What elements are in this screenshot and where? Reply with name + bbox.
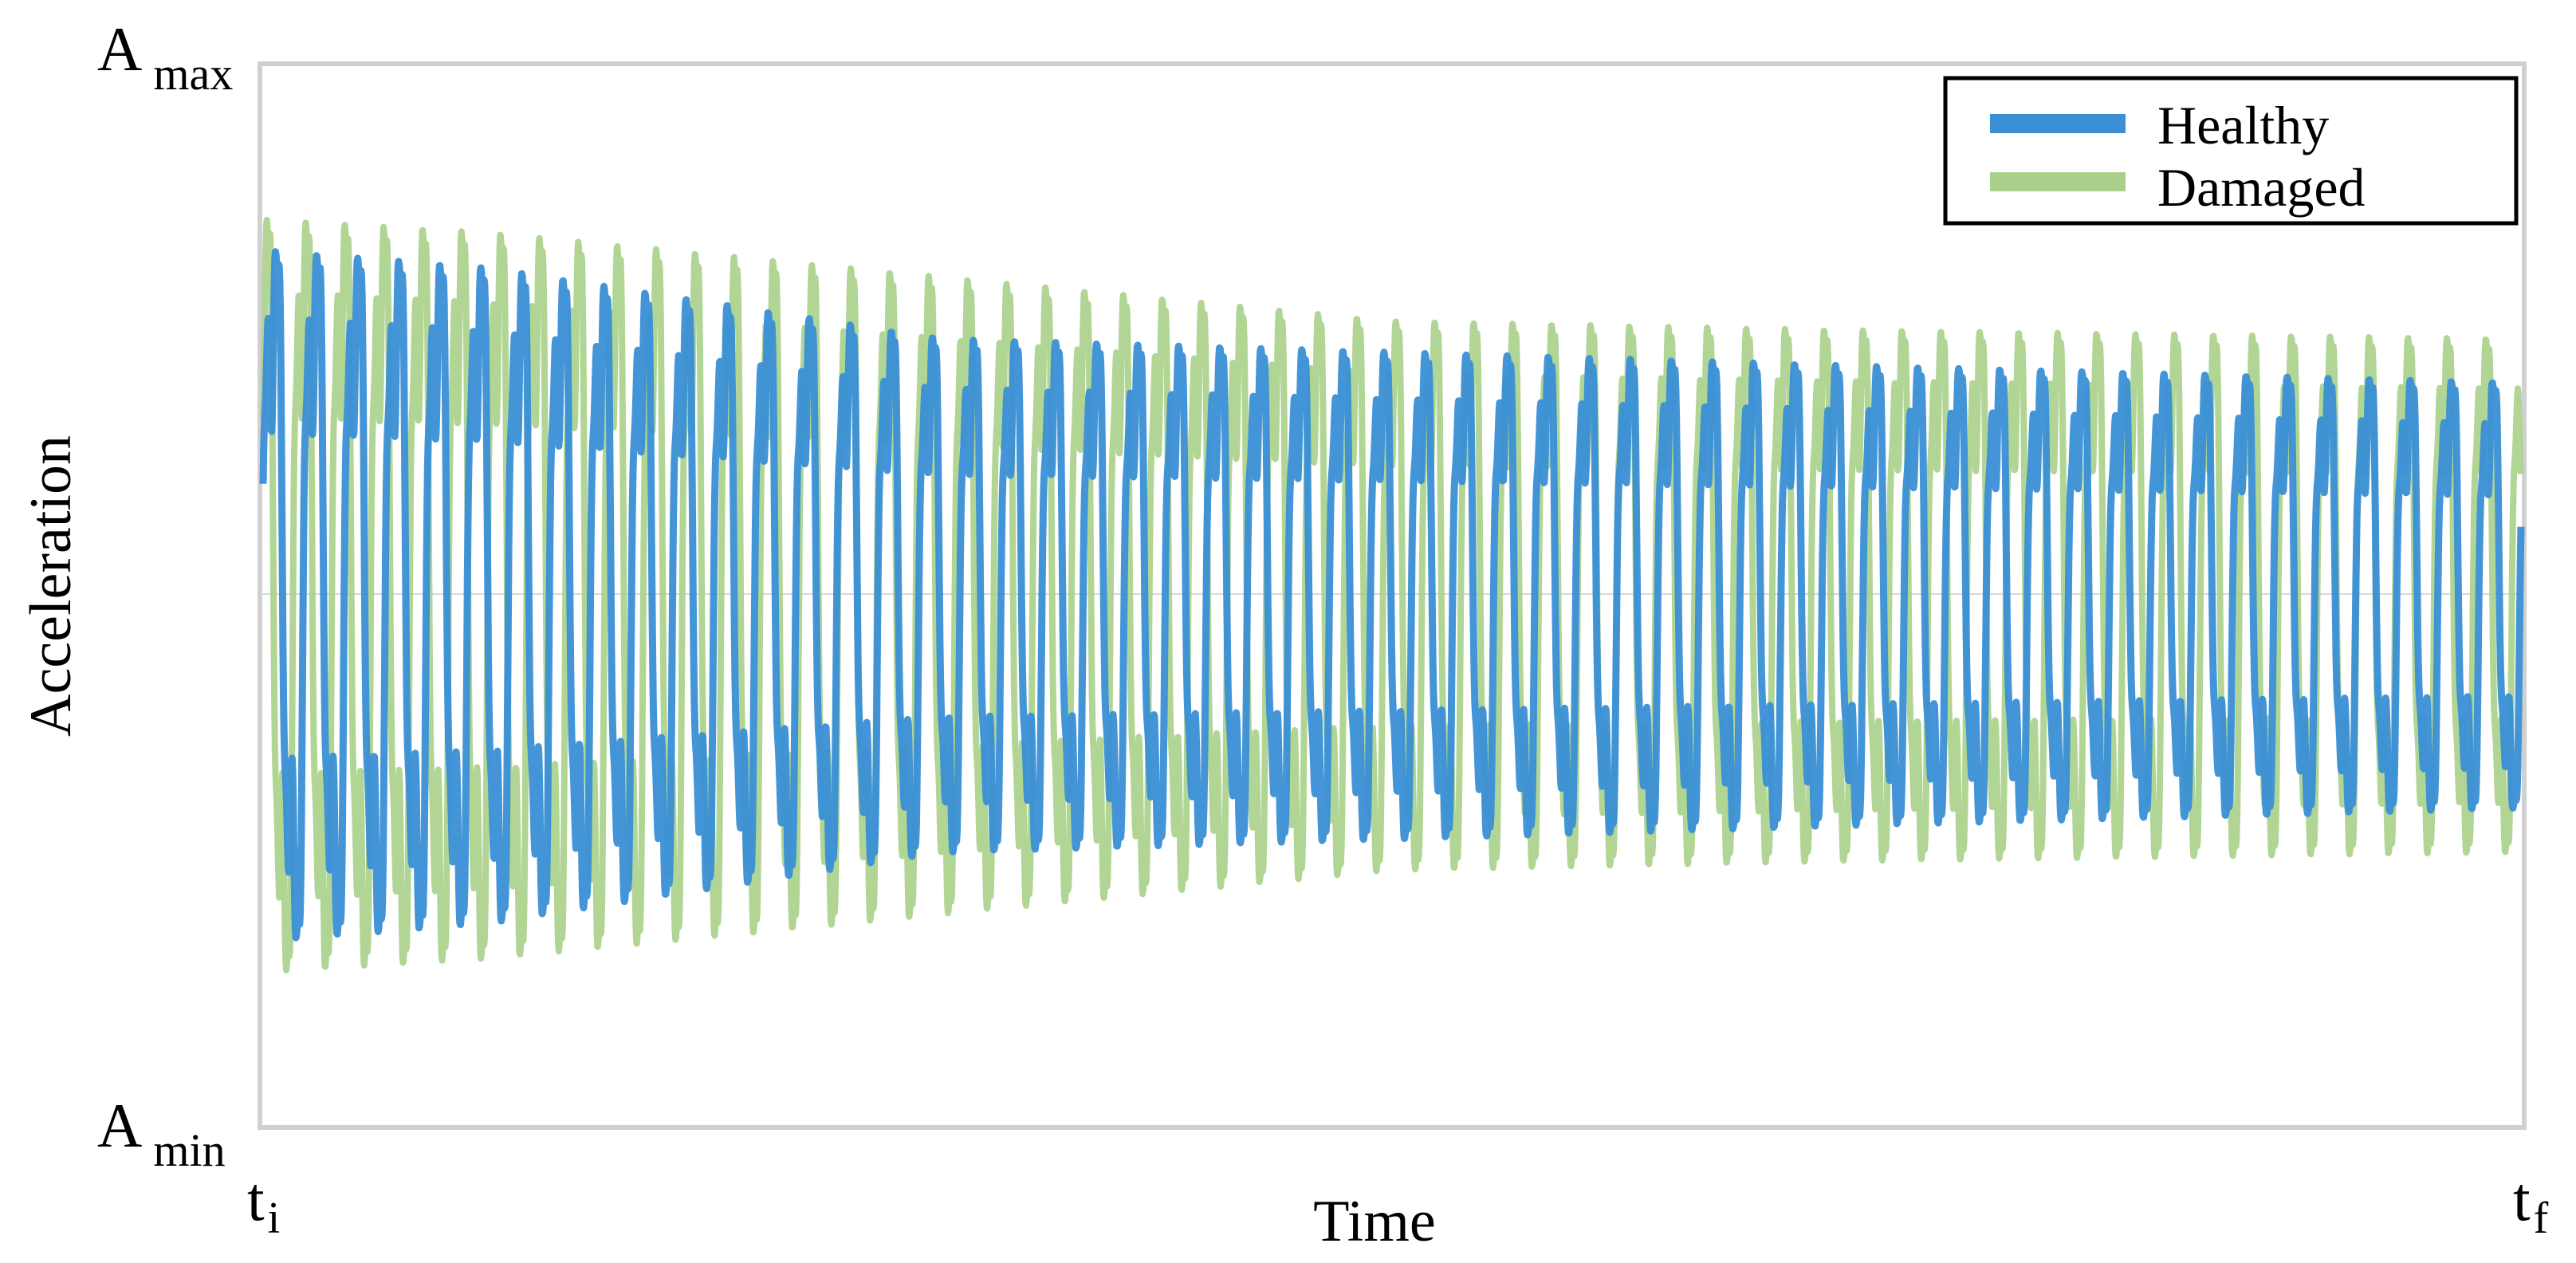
legend-label-damaged: Damaged bbox=[2157, 157, 2366, 218]
y-tick-max-sub: max bbox=[153, 48, 233, 100]
legend-box bbox=[1943, 76, 2519, 226]
y-tick-max-main: A bbox=[97, 14, 142, 84]
legend-label-healthy: Healthy bbox=[2157, 95, 2329, 155]
x-tick-start-main: t bbox=[247, 1164, 265, 1233]
x-tick-start-sub: i bbox=[268, 1194, 281, 1243]
x-tick-end-sub: f bbox=[2534, 1194, 2549, 1243]
y-tick-min-sub: min bbox=[153, 1124, 225, 1176]
series-group bbox=[259, 217, 2525, 974]
y-axis-label: Acceleration bbox=[18, 435, 84, 737]
legend: Healthy Damaged bbox=[1943, 76, 2519, 226]
x-axis-label: Time bbox=[1313, 1189, 1436, 1254]
x-tick-end: tf bbox=[2513, 1164, 2549, 1243]
series-line-healthy bbox=[259, 248, 2525, 942]
y-tick-min-main: A bbox=[97, 1091, 142, 1160]
x-tick-start: ti bbox=[247, 1164, 280, 1243]
x-tick-end-main: t bbox=[2513, 1164, 2531, 1233]
